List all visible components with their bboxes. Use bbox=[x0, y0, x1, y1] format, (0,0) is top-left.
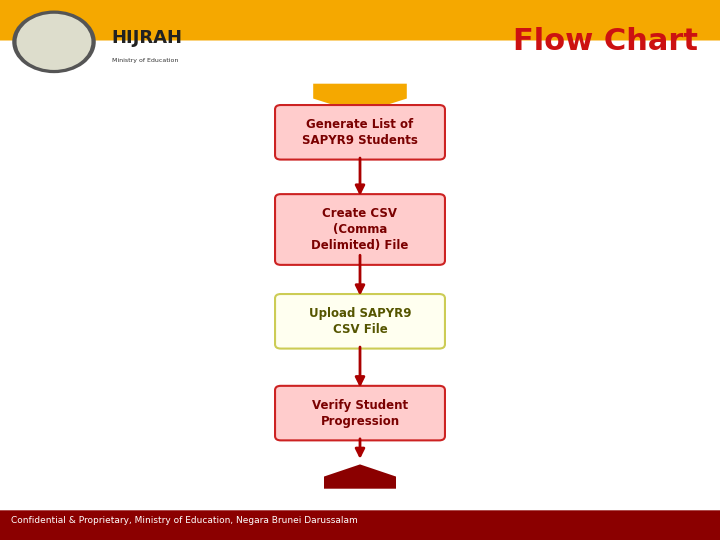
Polygon shape bbox=[324, 464, 396, 489]
FancyBboxPatch shape bbox=[0, 40, 720, 510]
Circle shape bbox=[12, 10, 96, 73]
Text: Ministry of Education: Ministry of Education bbox=[112, 58, 178, 63]
Bar bbox=[0, 0, 720, 84]
Text: HIJRAH: HIJRAH bbox=[112, 29, 183, 46]
Text: Verify Student
Progression: Verify Student Progression bbox=[312, 399, 408, 428]
FancyBboxPatch shape bbox=[275, 294, 445, 349]
Text: Generate List of
SAPYR9 Students: Generate List of SAPYR9 Students bbox=[302, 118, 418, 147]
Circle shape bbox=[17, 14, 91, 70]
Polygon shape bbox=[313, 84, 407, 113]
Text: Upload SAPYR9
CSV File: Upload SAPYR9 CSV File bbox=[309, 307, 411, 336]
FancyBboxPatch shape bbox=[275, 386, 445, 441]
Text: Create CSV
(Comma
Delimited) File: Create CSV (Comma Delimited) File bbox=[311, 207, 409, 252]
Text: Flow Chart: Flow Chart bbox=[513, 28, 698, 56]
Bar bbox=[0, 84, 720, 489]
FancyBboxPatch shape bbox=[275, 194, 445, 265]
Text: Confidential & Proprietary, Ministry of Education, Negara Brunei Darussalam: Confidential & Proprietary, Ministry of … bbox=[11, 516, 358, 525]
FancyBboxPatch shape bbox=[275, 105, 445, 160]
Bar bbox=[0, 489, 720, 540]
